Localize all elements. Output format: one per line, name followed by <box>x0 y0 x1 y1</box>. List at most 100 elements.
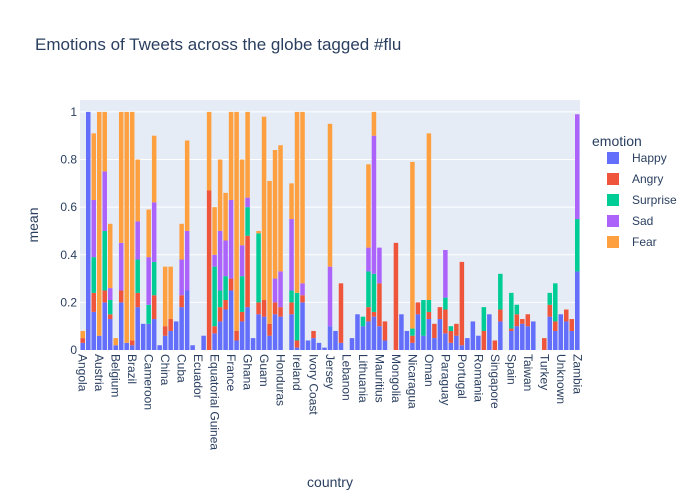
bar-segment-angry <box>569 319 575 331</box>
bar-segment-happy <box>553 330 558 350</box>
bar-segment-angry <box>107 314 113 320</box>
bar-segment-surprise <box>245 207 250 236</box>
x-tick-label: China <box>158 354 172 386</box>
bar-segment-fear <box>118 111 124 243</box>
bar-segment-happy <box>322 347 327 350</box>
legend-label-sad[interactable]: Sad <box>632 214 653 228</box>
bar-segment-angry <box>366 307 371 322</box>
bar-segment-fear <box>135 159 140 222</box>
bar-segment-fear <box>129 111 135 341</box>
bar-segment-happy <box>338 342 344 350</box>
bar-segment-angry <box>289 302 294 315</box>
x-tick-label: Spain <box>504 354 518 385</box>
x-tick-label: Paraguay <box>438 354 452 405</box>
legend: emotion Happy Angry Surprise Sad Fear <box>592 133 677 249</box>
bar-segment-happy <box>289 314 294 350</box>
x-tick-label: Lebanon <box>339 354 353 401</box>
legend-swatch-happy[interactable] <box>607 152 619 164</box>
bar-segment-happy <box>135 307 140 350</box>
bar-segment-fear <box>267 180 272 324</box>
bar-segment-happy <box>575 271 580 350</box>
bar-segment-angry <box>542 338 547 350</box>
bar-segment-surprise <box>366 271 371 308</box>
legend-swatch-angry[interactable] <box>607 173 619 185</box>
bar-segment-happy <box>256 314 261 350</box>
bar-segment-happy <box>525 326 531 350</box>
bar-segment-sad <box>272 278 278 303</box>
bar-segment-sad <box>212 254 217 267</box>
bar-segment-happy <box>129 345 135 350</box>
x-tick-label: Turkey <box>537 354 551 390</box>
bar-segment-angry <box>509 328 514 331</box>
legend-label-surprise[interactable]: Surprise <box>632 193 677 207</box>
bar-segment-sad <box>443 250 448 298</box>
bar-segment-fear <box>206 111 212 191</box>
bar-segment-happy <box>476 335 481 350</box>
x-tick-label: Ivory Coast <box>307 354 321 415</box>
bar-segment-fear <box>234 111 239 331</box>
bar-segment-angry <box>272 302 278 315</box>
bar-segment-happy <box>294 347 300 350</box>
legend-swatch-sad[interactable] <box>607 215 619 227</box>
bar-segment-happy <box>498 321 503 350</box>
bar-segment-surprise <box>135 259 140 293</box>
bar-segment-surprise <box>443 297 448 310</box>
bar-segment-surprise <box>146 304 151 324</box>
bar-segment-happy <box>250 338 256 350</box>
bar-segment-fear <box>294 111 300 293</box>
bar-segment-angry <box>525 314 531 327</box>
x-tick-label: Ghana <box>241 354 255 390</box>
x-tick-labels: Angola Austria Belgium Brazil Cameroon China C… <box>76 354 585 450</box>
bar-segment-surprise <box>107 300 113 315</box>
bar-segment-surprise <box>426 300 432 312</box>
bar-segment-happy <box>113 345 118 350</box>
bar-segment-surprise <box>509 292 514 329</box>
bar-segment-happy <box>410 342 415 350</box>
x-tick-label: Oman <box>422 354 436 387</box>
legend-label-happy[interactable]: Happy <box>632 151 667 165</box>
bar-segment-sad <box>371 135 377 274</box>
bar-segment-happy <box>459 345 465 350</box>
bar-segment-happy <box>278 316 283 350</box>
bar-segment-fear <box>300 111 305 284</box>
bar-segment-happy <box>569 330 575 350</box>
bar-segment-sad <box>184 230 190 291</box>
legend-label-angry[interactable]: Angry <box>632 172 663 186</box>
bar-segment-fear <box>426 133 432 300</box>
bar-segment-sad <box>135 221 140 260</box>
y-tick-labels: 0 0.2 0.4 0.6 0.8 1 <box>60 105 77 357</box>
bar-segment-sad <box>217 230 223 291</box>
bar-segment-fear <box>146 209 151 258</box>
bar-segment-angry <box>168 319 173 331</box>
bar-segment-fear <box>113 338 118 346</box>
bar-segment-angry <box>129 340 135 346</box>
bar-segment-fear <box>366 164 371 248</box>
bar-segment-angry <box>179 295 184 308</box>
legend-label-fear[interactable]: Fear <box>632 235 657 249</box>
bar-segment-happy <box>404 330 410 350</box>
bar-segment-fear <box>184 140 190 231</box>
bar-segment-angry <box>278 307 283 317</box>
y-tick-label: 0.2 <box>60 295 77 309</box>
bar-segment-fear <box>327 123 333 267</box>
bar-segment-happy <box>399 314 404 350</box>
x-tick-label: Ecuador <box>191 354 205 399</box>
bar-segment-surprise <box>151 261 157 296</box>
legend-swatch-surprise[interactable] <box>607 194 619 206</box>
bar-segment-happy <box>140 323 146 350</box>
bar-segment-fear <box>371 111 377 136</box>
bar-segment-sad <box>245 197 250 208</box>
bar-segment-happy <box>520 323 525 350</box>
x-tick-label: Cameroon <box>142 354 156 410</box>
bar-segment-angry <box>377 283 382 327</box>
bar-segment-fear <box>91 133 96 200</box>
bar-segment-fear <box>272 150 278 279</box>
bar-segment-sad <box>102 171 107 231</box>
bar-segment-angry <box>547 304 553 317</box>
bar-segment-angry <box>371 311 377 317</box>
bar-segment-sad <box>151 202 157 262</box>
bar-segment-fear <box>151 135 157 203</box>
bar-segment-angry <box>217 307 223 322</box>
legend-swatch-fear[interactable] <box>607 236 619 248</box>
bar-segment-angry <box>162 326 168 336</box>
